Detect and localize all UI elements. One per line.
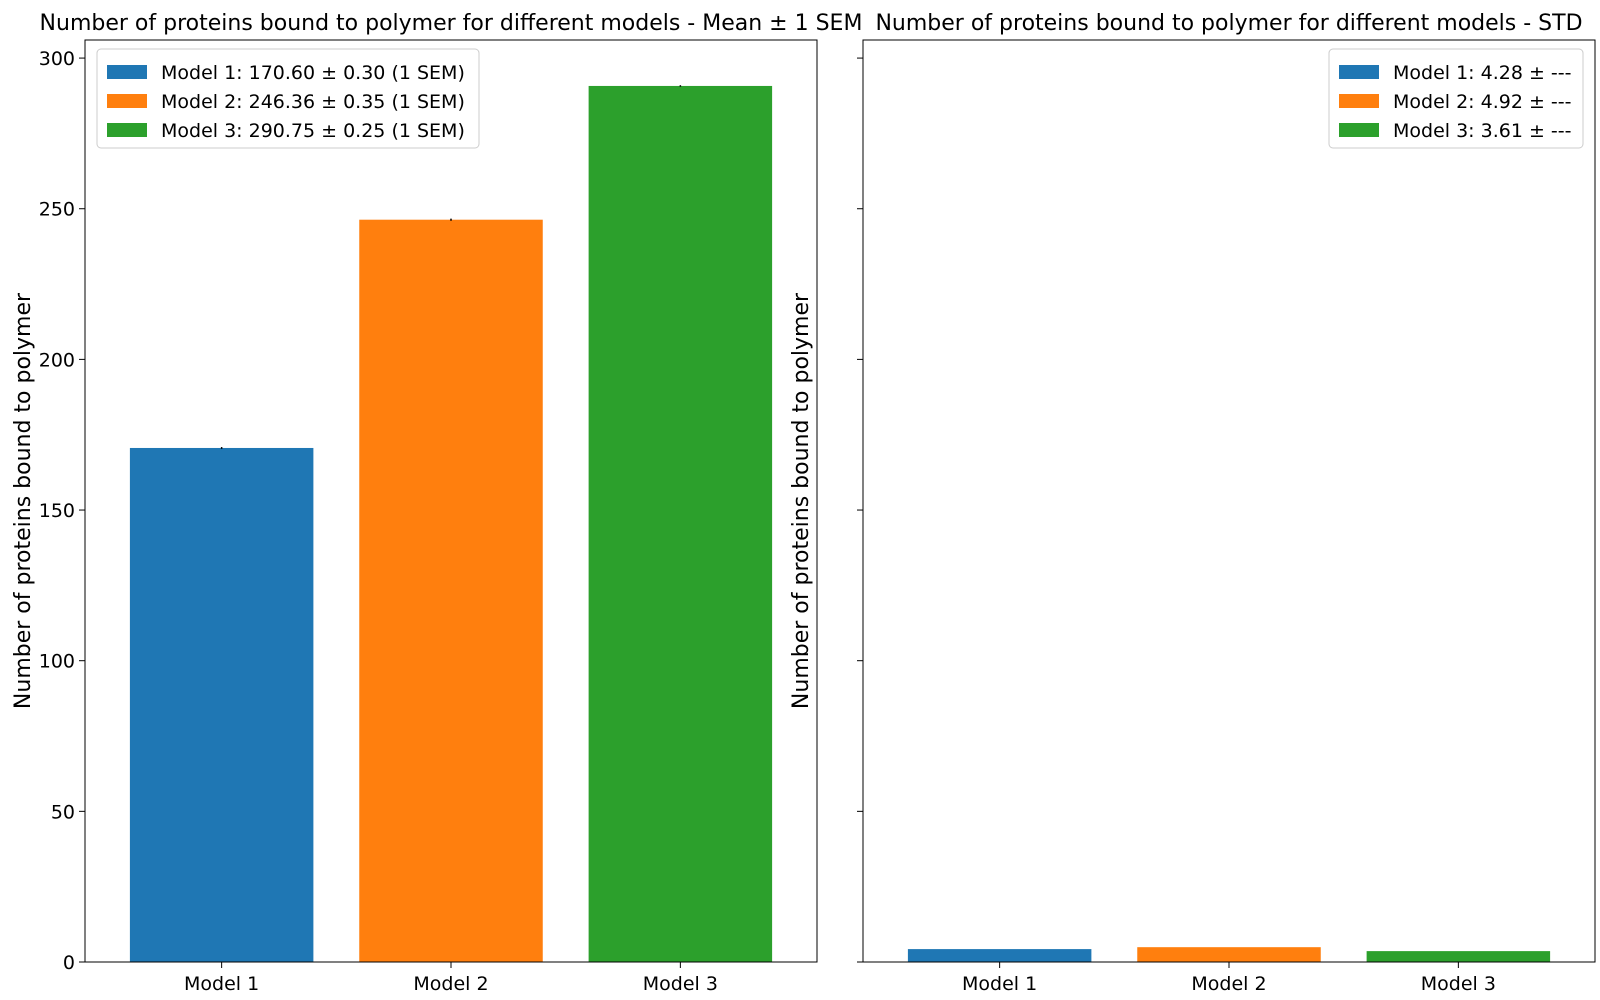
legend-frame (96, 48, 480, 149)
legend-entry-3: Model 3: 290.75 ± 0.25 (1 SEM) (161, 120, 465, 142)
legend-swatch-2 (107, 94, 147, 108)
legend-swatch-1 (1339, 65, 1379, 79)
legend-entry-1: Model 1: 4.28 ± --- (1393, 62, 1572, 84)
x-tick-label: Model 3 (643, 973, 718, 995)
plot-frame (862, 39, 1596, 963)
bar-3 (1366, 951, 1551, 962)
legend-swatch-3 (1339, 123, 1379, 137)
y-axis-label: Number of proteins bound to polymer (11, 292, 36, 709)
x-tick-label: Model 3 (1421, 973, 1496, 995)
bar-1 (129, 447, 314, 963)
y-tick-label: 150 (39, 500, 75, 522)
legend: Model 1: 170.60 ± 0.30 (1 SEM) Model 2: 2… (96, 48, 480, 149)
legend-entry-3: Model 3: 3.61 ± --- (1393, 120, 1572, 142)
legend-entry-2: Model 2: 246.36 ± 0.35 (1 SEM) (161, 91, 465, 113)
chart-title: Number of proteins bound to polymer for … (40, 11, 863, 36)
bar-2 (359, 219, 543, 962)
legend-entry-1: Model 1: 170.60 ± 0.30 (1 SEM) (161, 62, 465, 84)
y-tick-label: 300 (39, 48, 75, 70)
legend: Model 1: 4.28 ± --- Model 2: 4.92 ± --- Mo… (1328, 48, 1584, 149)
legend-entry-2: Model 2: 4.92 ± --- (1393, 91, 1572, 113)
chart-panel-1: 0 50 100 150 200 250 300 Model 1 Model 2 Model 3 N… (11, 11, 862, 995)
x-tick-label: Model 2 (413, 973, 488, 995)
bar-1 (907, 949, 1092, 962)
y-axis-label: Number of proteins bound to polymer (789, 292, 814, 709)
y-tick-label: 50 (51, 801, 75, 823)
legend-swatch-1 (107, 65, 147, 79)
chart-title: Number of proteins bound to polymer for … (875, 11, 1582, 36)
legend-swatch-2 (1339, 94, 1379, 108)
y-tick-label: 100 (39, 651, 75, 673)
y-tick-label: 250 (39, 199, 75, 221)
x-tick-label: Model 2 (1191, 973, 1266, 995)
x-tick-label: Model 1 (184, 973, 259, 995)
legend-frame (1328, 48, 1584, 149)
legend-swatch-3 (107, 123, 147, 137)
y-tick-label: 0 (63, 952, 75, 974)
bar-2 (1137, 947, 1321, 962)
y-tick-label: 200 (39, 349, 75, 371)
bar-3 (588, 85, 773, 962)
x-tick-label: Model 1 (962, 973, 1037, 995)
chart-panel-2: Model 1 Model 2 Model 3 Number of proteins … (789, 11, 1596, 995)
